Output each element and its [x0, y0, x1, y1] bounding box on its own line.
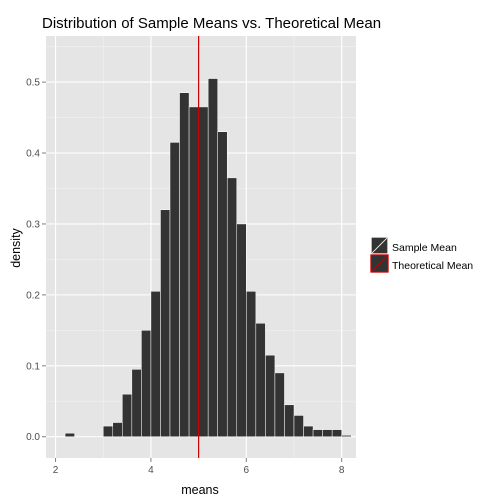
legend-label-sample-mean: Sample Mean	[392, 242, 457, 254]
histogram-bar	[102, 425, 114, 437]
histogram-bar	[64, 432, 75, 437]
histogram-bar	[265, 354, 276, 437]
y-tick-label: 0.5	[26, 78, 40, 89]
legend-label-theoretical-mean: Theoretical Mean	[392, 260, 473, 272]
histogram-bar	[83, 436, 94, 438]
x-tick-label: 4	[148, 465, 154, 476]
histogram-bar	[207, 78, 218, 437]
histogram-bar	[112, 422, 123, 437]
x-axis-ticks: 2 4 6 8	[53, 458, 345, 476]
histogram-bar	[303, 425, 314, 437]
histogram-bar	[217, 131, 228, 437]
histogram-bar	[284, 404, 295, 437]
x-tick-label: 2	[53, 465, 59, 476]
histogram-bar	[312, 429, 323, 437]
histogram-bar	[150, 291, 161, 437]
y-axis-title: density	[9, 227, 23, 267]
x-tick-label: 8	[339, 465, 345, 476]
histogram-bar	[293, 415, 304, 437]
histogram-bar	[160, 209, 171, 437]
histogram-bar	[169, 142, 180, 437]
histogram-bar	[198, 106, 209, 437]
histogram-bar	[331, 429, 342, 437]
histogram-bar	[341, 435, 352, 437]
histogram-bar	[122, 393, 133, 437]
histogram-bar	[246, 291, 257, 437]
legend: Sample Mean Theoretical Mean	[370, 236, 473, 273]
histogram-bars	[64, 78, 352, 438]
y-tick-label: 0.0	[26, 432, 40, 443]
histogram-bar	[131, 369, 142, 437]
legend-key-theoretical-mean-slash	[371, 255, 388, 272]
x-tick-label: 6	[244, 465, 250, 476]
legend-key-sample-mean-slash	[371, 237, 388, 254]
x-axis-title: means	[181, 483, 219, 497]
histogram-bar	[236, 223, 247, 437]
y-axis-ticks: 0.0 0.1 0.2 0.3 0.4 0.5	[26, 78, 46, 443]
y-tick-label: 0.2	[26, 290, 40, 301]
histogram-bar	[188, 106, 199, 437]
histogram-bar	[255, 322, 266, 437]
histogram-bar	[179, 92, 190, 437]
histogram-bar	[93, 436, 104, 438]
histogram-bar	[141, 330, 152, 437]
y-tick-label: 0.4	[26, 149, 40, 160]
histogram-bar	[74, 436, 85, 438]
histogram-bar	[322, 429, 333, 437]
y-tick-label: 0.3	[26, 219, 40, 230]
chart-title: Distribution of Sample Means vs. Theoret…	[42, 15, 381, 32]
y-tick-label: 0.1	[26, 361, 40, 372]
histogram-bar	[226, 177, 238, 437]
histogram-bar	[274, 372, 285, 437]
